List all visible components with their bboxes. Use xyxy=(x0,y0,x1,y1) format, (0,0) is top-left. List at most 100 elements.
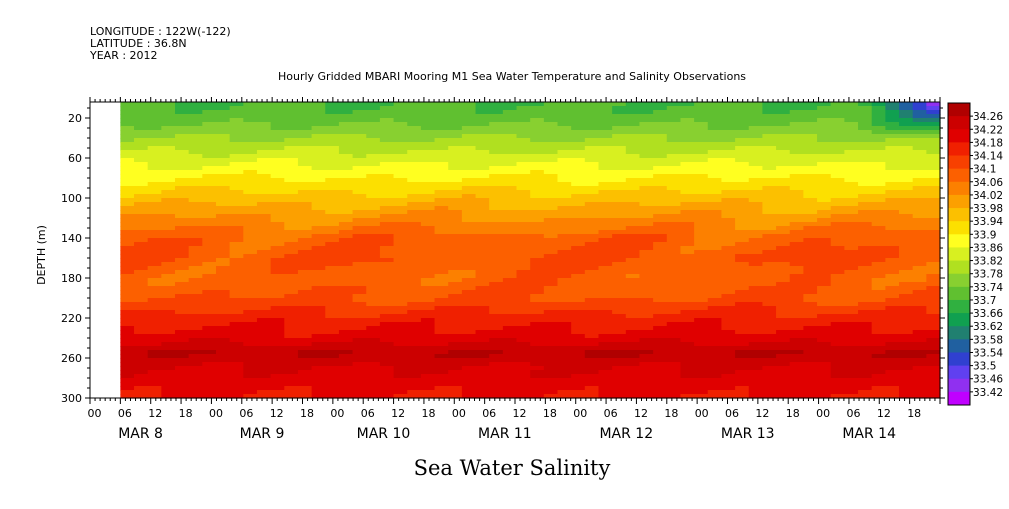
heatmap-cell xyxy=(571,294,586,299)
heatmap-cell xyxy=(844,294,859,299)
heatmap-cell xyxy=(817,226,832,231)
heatmap-cell xyxy=(789,110,804,115)
heatmap-cell xyxy=(625,374,641,379)
heatmap-cell xyxy=(871,290,886,295)
heatmap-cell xyxy=(557,374,572,379)
heatmap-cell xyxy=(871,310,886,315)
heatmap-cell xyxy=(516,338,531,343)
heatmap-cell xyxy=(161,214,176,219)
heatmap-cell xyxy=(161,134,176,139)
heatmap-cell xyxy=(776,234,791,239)
heatmap-cell xyxy=(215,274,231,279)
heatmap-cell xyxy=(161,210,176,215)
heatmap-cell xyxy=(571,378,586,383)
heatmap-cell xyxy=(817,182,832,187)
heatmap-cell xyxy=(612,338,627,343)
heatmap-cell xyxy=(475,198,490,203)
heatmap-cell xyxy=(202,122,217,127)
heatmap-cell xyxy=(680,250,695,255)
heatmap-cell xyxy=(625,102,641,107)
heatmap-cell xyxy=(338,182,354,187)
heatmap-cell xyxy=(366,126,381,131)
heatmap-cell xyxy=(243,122,258,127)
x-tick-label: 06 xyxy=(482,407,496,420)
heatmap-cell xyxy=(229,110,244,115)
heatmap-cell xyxy=(215,178,231,183)
heatmap-cell xyxy=(721,318,736,323)
heatmap-cell xyxy=(175,230,190,235)
heatmap-cell xyxy=(202,362,217,367)
heatmap-cell xyxy=(707,322,723,327)
heatmap-cell xyxy=(789,282,804,287)
heatmap-cell xyxy=(680,282,695,287)
heatmap-cell xyxy=(680,206,695,211)
heatmap-cell xyxy=(420,178,436,183)
heatmap-cell xyxy=(175,254,190,259)
heatmap-cell xyxy=(776,374,791,379)
heatmap-cell xyxy=(762,262,777,267)
heatmap-cell xyxy=(379,222,395,227)
heatmap-cell xyxy=(134,298,149,303)
heatmap-cell xyxy=(461,274,477,279)
heatmap-cell xyxy=(270,254,285,259)
heatmap-cell xyxy=(338,338,354,343)
heatmap-cell xyxy=(776,182,791,187)
heatmap-cell xyxy=(175,286,190,291)
heatmap-cell xyxy=(448,166,463,171)
heatmap-cell xyxy=(325,294,340,299)
heatmap-cell xyxy=(584,374,600,379)
heatmap-cell xyxy=(338,354,354,359)
heatmap-cell xyxy=(393,166,408,171)
heatmap-cell xyxy=(858,254,873,259)
heatmap-cell xyxy=(379,302,395,307)
heatmap-cell xyxy=(325,370,340,375)
x-tick-label: 00 xyxy=(330,407,344,420)
heatmap-cell xyxy=(120,394,135,399)
heatmap-cell xyxy=(735,206,750,211)
heatmap-cell xyxy=(871,382,886,387)
heatmap-cell xyxy=(161,234,176,239)
heatmap-cell xyxy=(284,134,299,139)
heatmap-cell xyxy=(830,282,845,287)
heatmap-cell xyxy=(175,182,190,187)
heatmap-cell xyxy=(202,218,217,223)
heatmap-cell xyxy=(448,230,463,235)
heatmap-cell xyxy=(584,394,600,399)
heatmap-cell xyxy=(639,278,654,283)
heatmap-cell xyxy=(134,210,149,215)
heatmap-cell xyxy=(584,298,600,303)
heatmap-cell xyxy=(475,142,490,147)
heatmap-cell xyxy=(147,234,162,239)
heatmap-cell xyxy=(516,382,531,387)
heatmap-cell xyxy=(899,346,914,351)
heatmap-cell xyxy=(311,310,326,315)
heatmap-cell xyxy=(134,370,149,375)
heatmap-cell xyxy=(721,314,736,319)
heatmap-cell xyxy=(297,326,313,331)
heatmap-cell xyxy=(748,286,764,291)
heatmap-cell xyxy=(461,110,477,115)
colorbar-swatch xyxy=(948,129,970,143)
heatmap-cell xyxy=(475,218,490,223)
heatmap-cell xyxy=(284,162,299,167)
heatmap-cell xyxy=(420,134,436,139)
heatmap-cell xyxy=(748,270,764,275)
heatmap-cell xyxy=(912,182,927,187)
colorbar-label: 34.06 xyxy=(973,177,1003,189)
heatmap-cell xyxy=(625,318,641,323)
heatmap-cell xyxy=(256,150,272,155)
heatmap-cell xyxy=(420,282,436,287)
heatmap-cell xyxy=(557,146,572,151)
heatmap-cell xyxy=(912,102,927,107)
heatmap-cell xyxy=(912,194,927,199)
heatmap-cell xyxy=(134,114,149,119)
heatmap-cell xyxy=(175,298,190,303)
heatmap-cell xyxy=(120,326,135,331)
heatmap-cell xyxy=(256,178,272,183)
heatmap-cell xyxy=(311,342,326,347)
heatmap-cell xyxy=(871,126,886,131)
heatmap-cell xyxy=(120,246,135,251)
heatmap-cell xyxy=(557,378,572,383)
heatmap-cell xyxy=(270,130,285,135)
heatmap-cell xyxy=(858,286,873,291)
